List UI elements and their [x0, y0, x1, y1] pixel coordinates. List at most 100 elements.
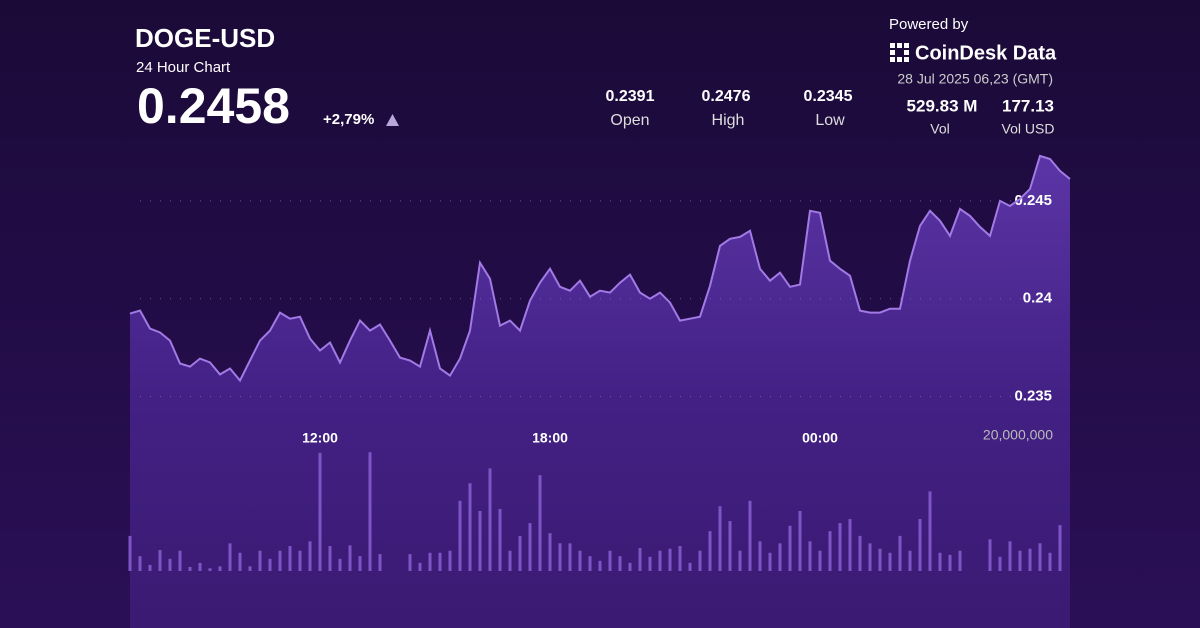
volume-bar	[908, 550, 912, 571]
volume-bar	[378, 554, 382, 571]
y-tick-label: 0.245	[1014, 192, 1052, 209]
volume-bar	[698, 550, 702, 571]
volume-bar	[1028, 548, 1032, 571]
x-tick-label: 00:00	[802, 430, 838, 446]
volume-bar	[788, 525, 792, 571]
volume-bar	[1038, 543, 1042, 571]
volume-bar	[208, 568, 212, 571]
volume-bar	[748, 500, 752, 571]
volume-bar	[898, 535, 902, 571]
volume-bar	[638, 548, 642, 571]
volume-bar	[728, 521, 732, 571]
volume-bar	[558, 543, 562, 571]
x-tick-label: 18:00	[532, 430, 568, 446]
price-area	[130, 155, 1070, 628]
volume-bar	[1058, 525, 1062, 571]
stat-value: 0.2391	[606, 88, 655, 105]
price-line	[129, 154, 1071, 383]
volume-bar	[628, 562, 632, 571]
volume-bar	[668, 548, 672, 571]
volume-bar	[588, 556, 592, 571]
stat-label: High	[712, 112, 745, 129]
stat-label: Low	[815, 112, 845, 129]
stat-value: 529.83 M	[907, 96, 978, 115]
volume-bar	[238, 552, 242, 571]
volume-bar	[598, 560, 602, 571]
volume-bar	[928, 491, 932, 571]
y-tick-label: 0.235	[1014, 387, 1052, 404]
x-tick-label: 12:00	[302, 430, 338, 446]
volume-bar	[518, 535, 522, 571]
volume-bar	[148, 564, 152, 571]
volume-bar	[648, 556, 652, 571]
stat-value: 177.13	[1002, 96, 1054, 115]
volume-bar	[578, 550, 582, 571]
volume-bar	[478, 510, 482, 571]
volume-bar	[958, 550, 962, 571]
subtitle: 24 Hour Chart	[136, 59, 231, 76]
volume-bar	[538, 475, 542, 571]
volume-bar	[268, 558, 272, 571]
powered-by: Powered by	[889, 16, 969, 33]
volume-bar	[168, 558, 172, 571]
volume-bar	[248, 566, 252, 571]
volume-bar	[468, 483, 472, 571]
volume-bar	[688, 562, 692, 571]
volume-bar	[568, 543, 572, 571]
volume-bar	[358, 556, 362, 571]
volume-bar	[368, 452, 372, 571]
volume-bar	[618, 556, 622, 571]
volume-bar	[408, 554, 412, 571]
volume-bar	[498, 508, 502, 571]
volume-bar	[318, 452, 322, 571]
volume-bar	[548, 533, 552, 571]
volume-bar	[438, 552, 442, 571]
logo-icon	[890, 43, 909, 62]
volume-bar	[348, 545, 352, 571]
volume-bar	[308, 541, 312, 571]
volume-bar	[778, 543, 782, 571]
volume-bar	[1008, 541, 1012, 571]
volume-bar	[188, 566, 192, 571]
plot: 0.235 0.24 0.245 20,000,000 12:00 18:00 00:00	[128, 154, 1071, 628]
volume-bar	[798, 510, 802, 571]
stat-value: 0.2476	[702, 88, 751, 105]
stat-label: Open	[610, 112, 649, 129]
volume-bar	[658, 550, 662, 571]
volume-bar	[1048, 552, 1052, 571]
stat-value: 0.2345	[804, 88, 853, 105]
volume-bar	[768, 552, 772, 571]
volume-bar	[988, 539, 992, 571]
volume-bar	[458, 500, 462, 571]
volume-bar	[808, 541, 812, 571]
volume-bar	[828, 531, 832, 571]
volume-bar	[678, 546, 682, 571]
volume-bar	[718, 506, 722, 571]
volume-bar	[278, 550, 282, 571]
timestamp: 28 Jul 2025 06,23 (GMT)	[897, 71, 1053, 87]
change: +2,79%	[323, 111, 374, 128]
volume-bar	[818, 550, 822, 571]
volume-bar	[878, 548, 882, 571]
price: 0.2458	[137, 78, 290, 134]
volume-bar	[448, 550, 452, 571]
volume-bar	[838, 523, 842, 571]
volume-bar	[198, 562, 202, 571]
volume-bar	[528, 523, 532, 571]
volume-bar	[708, 531, 712, 571]
volume-bar	[758, 541, 762, 571]
title: DOGE-USD	[135, 23, 275, 53]
volume-bar	[938, 552, 942, 571]
stat-label: Vol USD	[1002, 121, 1055, 137]
volume-bar	[738, 550, 742, 571]
volume-bar	[138, 556, 142, 571]
volume-tick-label: 20,000,000	[983, 427, 1053, 443]
volume-bar	[868, 543, 872, 571]
up-arrow	[386, 114, 399, 126]
volume-bar	[918, 519, 922, 571]
volume-bar	[338, 558, 342, 571]
volume-bar	[128, 535, 132, 571]
volume-bar	[1018, 550, 1022, 571]
